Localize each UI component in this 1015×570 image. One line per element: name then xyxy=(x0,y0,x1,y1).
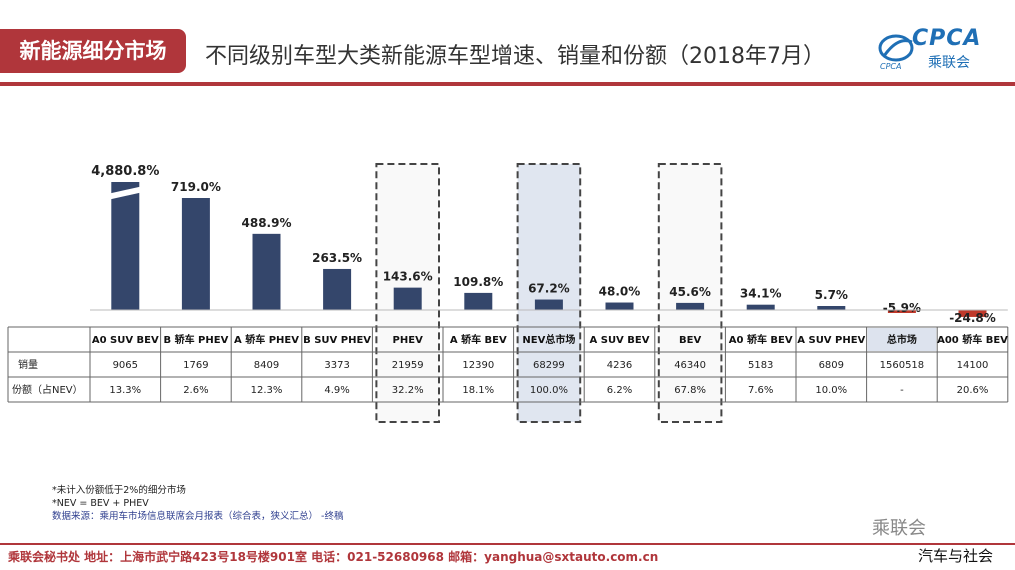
highlight-box xyxy=(516,163,582,423)
bar xyxy=(464,292,493,310)
share-value: 20.6% xyxy=(957,385,989,396)
data-label: 67.2% xyxy=(528,282,570,296)
bar xyxy=(323,268,352,310)
total-market-header-fill xyxy=(867,328,937,351)
axis-break-mark xyxy=(107,186,144,200)
footer-divider xyxy=(0,543,1015,545)
sales-value: 4236 xyxy=(607,360,632,371)
logo-subtext: 乘联会 xyxy=(928,55,970,71)
share-value: 6.2% xyxy=(607,385,632,396)
section-tag: 新能源细分市场 xyxy=(0,29,186,73)
footer-contact: 乘联会秘书处 地址：上海市武宁路423号18号楼901室 电话：021-5268… xyxy=(8,550,659,564)
category-label: A 轿车 BEV xyxy=(450,333,507,346)
page-title: 不同级别车型大类新能源车型增速、销量和份额（2018年7月） xyxy=(205,44,825,69)
data-source: 数据来源：乘用车市场信息联席会月报表（综合表，狭义汇总） -终稿 xyxy=(52,511,344,522)
sales-value: 6809 xyxy=(819,360,844,371)
share-value: 2.6% xyxy=(183,385,208,396)
category-label: NEV总市场 xyxy=(522,333,575,346)
category-label: BEV xyxy=(679,335,701,346)
bar xyxy=(393,287,422,310)
bar xyxy=(534,299,563,310)
category-label: A SUV BEV xyxy=(590,335,650,346)
share-value: 12.3% xyxy=(251,385,283,396)
category-label: A SUV PHEV xyxy=(797,335,865,346)
logo-small-text: CPCA xyxy=(880,62,902,71)
category-label: B SUV PHEV xyxy=(303,335,371,346)
share-value: 18.1% xyxy=(462,385,494,396)
bar xyxy=(111,182,140,310)
bar xyxy=(676,302,705,310)
share-value: 10.0% xyxy=(815,385,847,396)
sales-value: 12390 xyxy=(462,360,494,371)
sales-value: 14100 xyxy=(957,360,989,371)
row-label-sales: 销量 xyxy=(18,358,38,371)
data-label: -5.9% xyxy=(883,301,921,315)
bar xyxy=(181,198,210,310)
category-label: A0 SUV BEV xyxy=(92,335,159,346)
data-label: -24.8% xyxy=(949,311,996,325)
share-value: 7.6% xyxy=(748,385,773,396)
data-label: 263.5% xyxy=(312,251,362,265)
category-label: A00 轿车 BEV xyxy=(937,333,1008,346)
share-value: 32.2% xyxy=(392,385,424,396)
highlight-box xyxy=(657,163,723,423)
data-label: 5.7% xyxy=(815,288,848,302)
data-label: 143.6% xyxy=(383,270,433,284)
share-value: 4.9% xyxy=(324,385,349,396)
data-label: 48.0% xyxy=(599,285,641,299)
bar xyxy=(252,233,281,310)
data-label: 488.9% xyxy=(242,216,292,230)
logo-text: CPCA xyxy=(912,26,982,51)
sales-value: 68299 xyxy=(533,360,565,371)
note-2: *NEV = BEV + PHEV xyxy=(52,498,149,509)
sales-value: 9065 xyxy=(113,360,138,371)
category-label: A0 轿车 BEV xyxy=(729,333,793,346)
header-divider xyxy=(0,82,1015,86)
bar xyxy=(958,310,987,317)
note-1: *未计入份额低于2%的细分市场 xyxy=(52,485,186,496)
footnotes: *未计入份额低于2%的细分市场 *NEV = BEV + PHEV 数据来源：乘… xyxy=(52,484,343,523)
bar xyxy=(605,302,634,310)
sales-value: 8409 xyxy=(254,360,279,371)
share-value: 67.8% xyxy=(674,385,706,396)
row-label-share: 份额（占NEV） xyxy=(12,383,83,396)
growth-bar-chart: 4,880.8% 719.0% 488.9% 263.5% 143.6% 109.8% 67… xyxy=(7,163,1009,423)
category-label: A 轿车 PHEV xyxy=(234,333,299,346)
sales-value: 46340 xyxy=(674,360,706,371)
sales-value: 21959 xyxy=(392,360,424,371)
data-label: 34.1% xyxy=(740,287,782,301)
watermark-caption: 汽车与社会 xyxy=(918,547,994,565)
bar xyxy=(817,306,846,310)
cpca-logo-icon xyxy=(878,34,914,62)
share-value: 100.0% xyxy=(530,385,568,396)
share-value: - xyxy=(900,385,904,396)
data-label: 109.8% xyxy=(453,275,503,289)
data-label: 719.0% xyxy=(171,180,221,194)
bar xyxy=(887,310,916,313)
data-label: 4,880.8% xyxy=(91,164,159,179)
sales-value: 3373 xyxy=(324,360,349,371)
data-label: 45.6% xyxy=(669,285,711,299)
sales-value: 5183 xyxy=(748,360,773,371)
category-label: 总市场 xyxy=(887,333,917,346)
sales-value: 1560518 xyxy=(880,360,925,371)
share-value: 13.3% xyxy=(109,385,141,396)
wechat-watermark: 乘联会 xyxy=(872,518,926,539)
category-label: B 轿车 PHEV xyxy=(163,333,228,346)
sales-value: 1769 xyxy=(183,360,208,371)
category-label: PHEV xyxy=(393,335,424,346)
bar xyxy=(746,304,775,310)
